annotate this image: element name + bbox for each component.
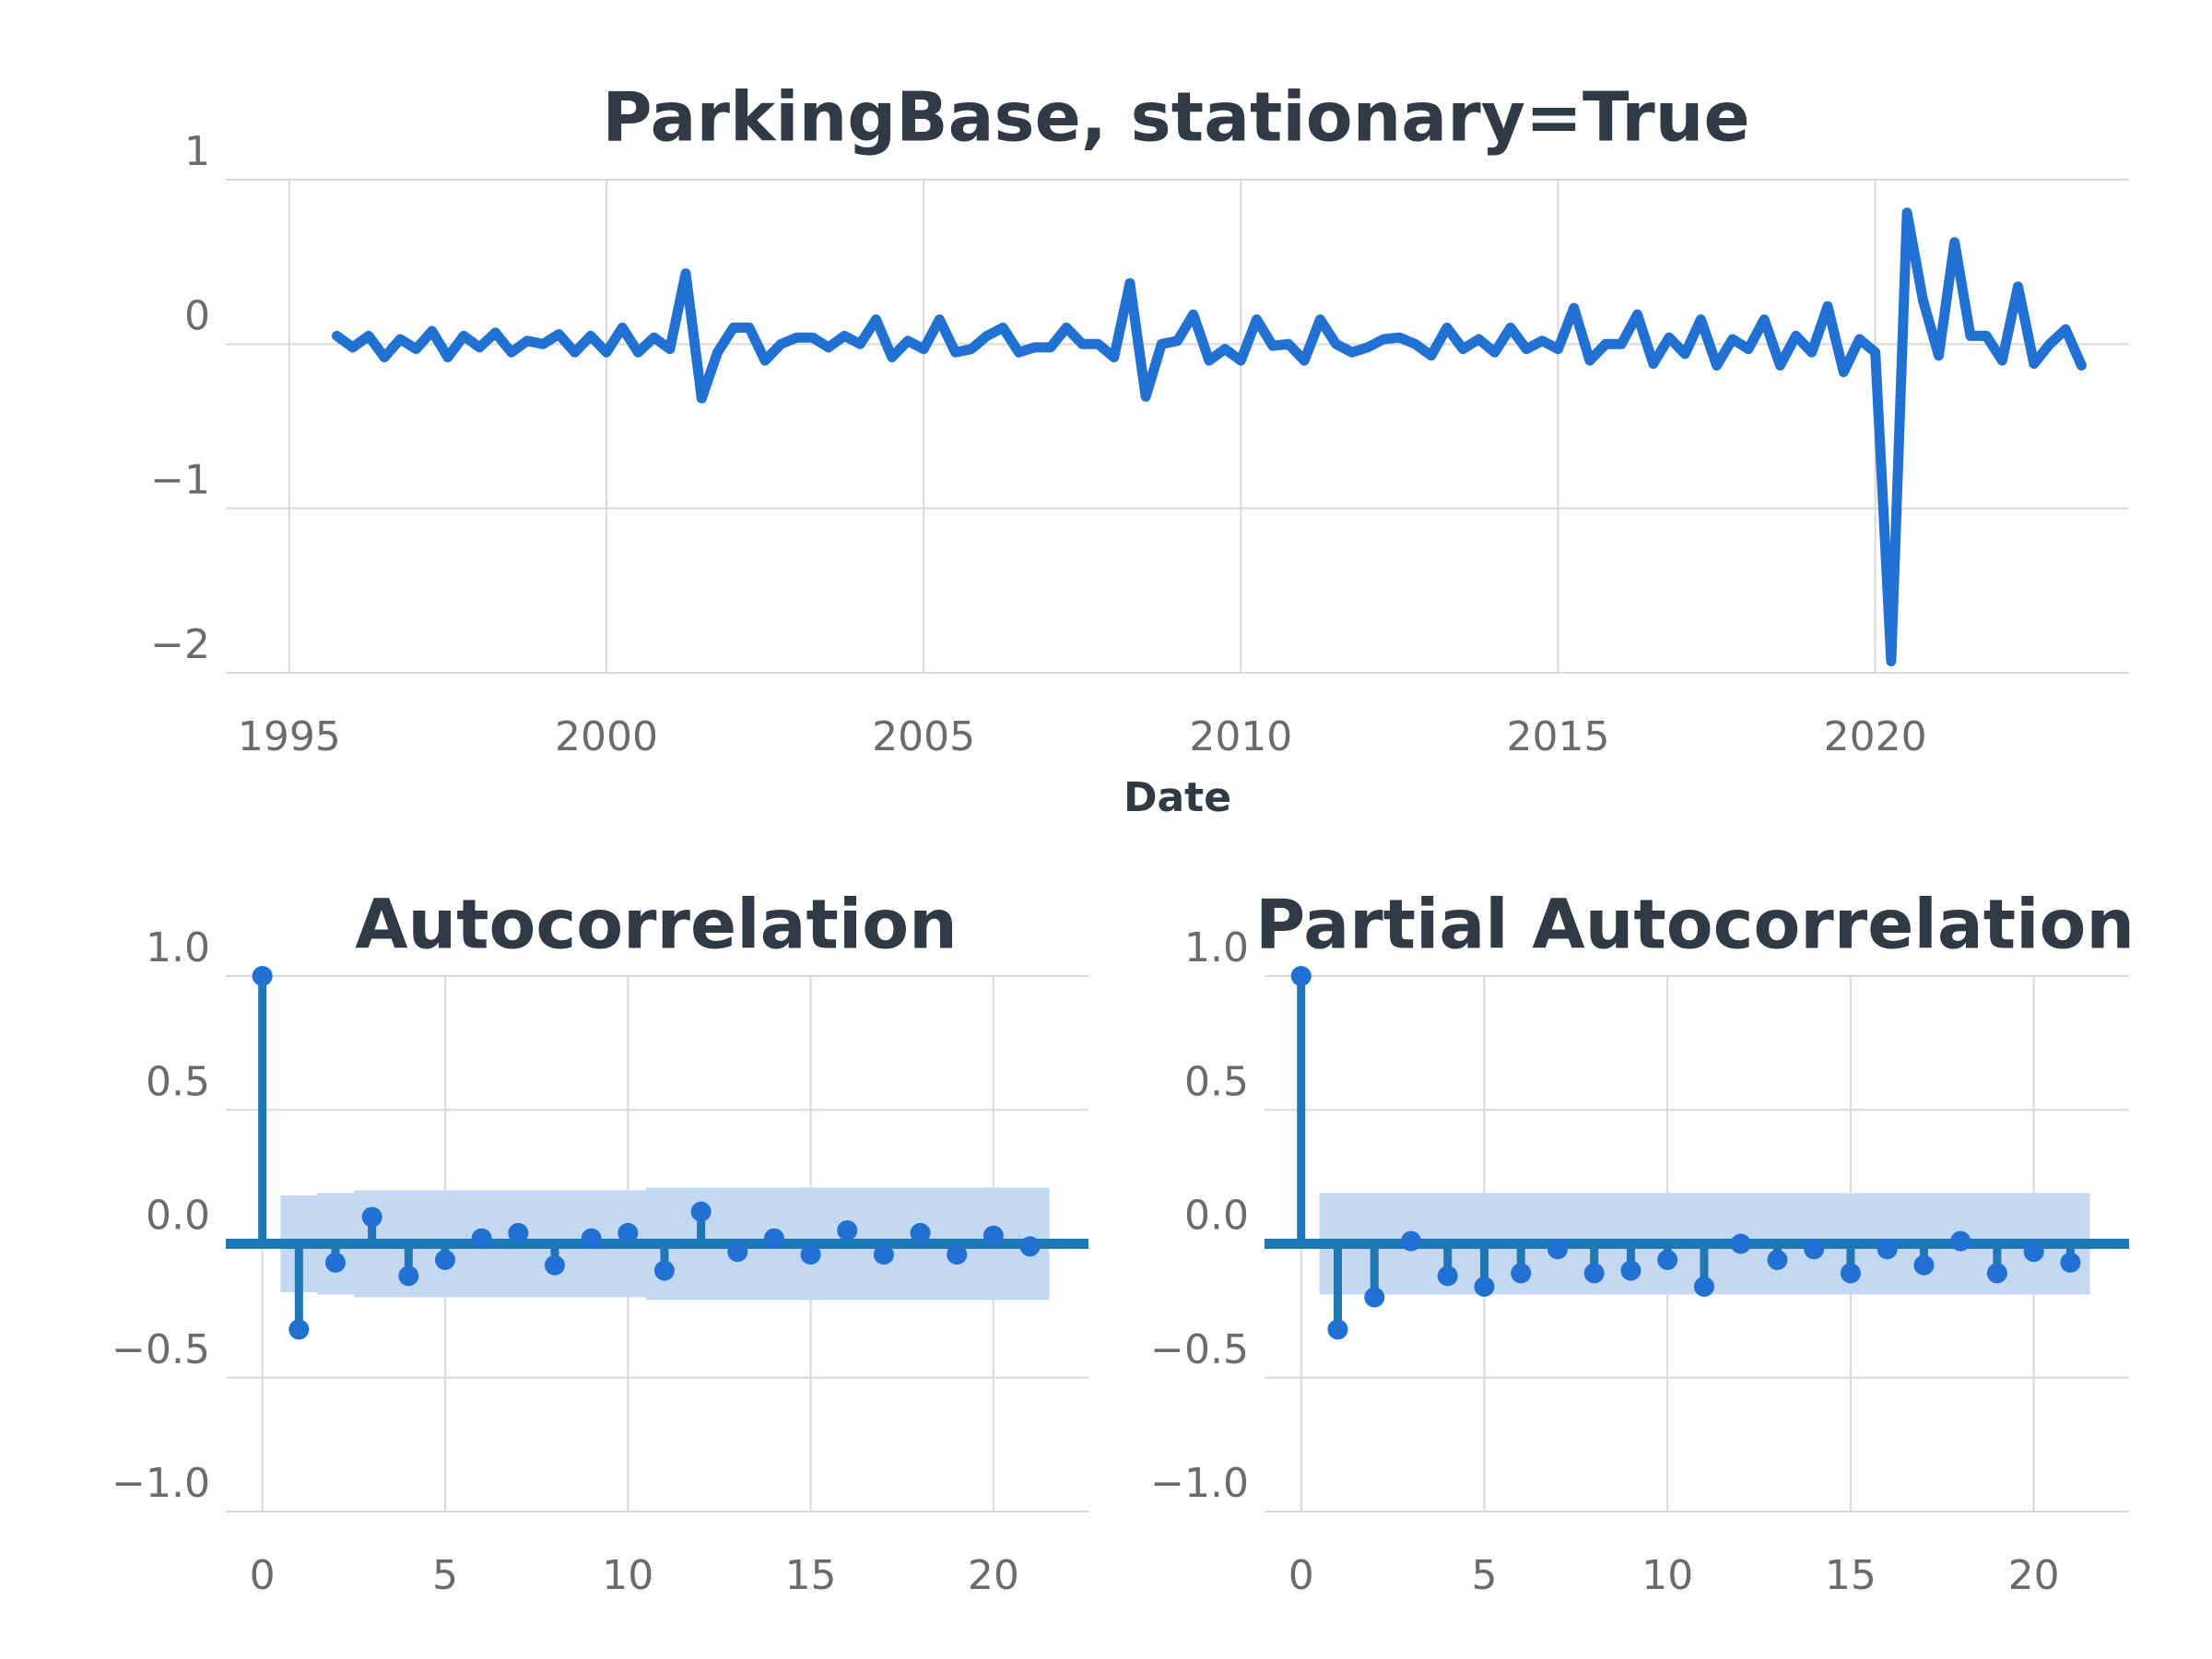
stem-marker — [982, 1225, 1004, 1246]
x-axis-label: Date — [1124, 774, 1231, 821]
stem-marker — [910, 1222, 931, 1243]
y-tick-label: −1.0 — [1150, 1460, 1249, 1507]
stem-marker — [1657, 1249, 1678, 1270]
stem-marker — [581, 1228, 602, 1249]
y-tick-label: −2 — [150, 621, 210, 668]
stem-marker — [471, 1228, 492, 1249]
stem-marker — [763, 1228, 784, 1249]
x-tick-label: 0 — [1288, 1552, 1314, 1599]
stem-marker — [1474, 1276, 1495, 1297]
stem-marker — [1913, 1254, 1935, 1276]
x-tick-label: 5 — [432, 1552, 458, 1599]
stem-marker — [2023, 1241, 2044, 1263]
stem-marker — [1511, 1263, 1532, 1284]
y-tick-label: −1.0 — [112, 1460, 210, 1507]
x-tick-label: 2015 — [1507, 713, 1610, 760]
y-tick-label: 1.0 — [146, 924, 210, 971]
y-tick-label: −1 — [150, 457, 210, 504]
stem-marker — [2060, 1252, 2081, 1273]
x-tick-label: 20 — [968, 1552, 1019, 1599]
stem-marker — [1400, 1230, 1421, 1252]
stem-marker — [508, 1222, 529, 1243]
stem-marker — [1583, 1263, 1605, 1284]
x-tick-label: 1995 — [238, 713, 341, 760]
x-tick-label: 10 — [1641, 1552, 1693, 1599]
stem-marker — [398, 1265, 419, 1287]
x-tick-label: 2005 — [872, 713, 975, 760]
stem-marker — [873, 1244, 894, 1265]
x-tick-label: 20 — [2008, 1552, 2060, 1599]
x-tick-label: 15 — [1825, 1552, 1877, 1599]
chart-title: ParkingBase, stationary=True — [602, 78, 1749, 158]
y-tick-label: 1.0 — [1184, 924, 1249, 971]
chart-title: Autocorrelation — [355, 886, 958, 965]
stem-marker — [727, 1241, 748, 1263]
stem-marker — [947, 1244, 968, 1265]
x-tick-label: 2000 — [555, 713, 658, 760]
y-tick-label: −0.5 — [112, 1326, 210, 1373]
stem-marker — [1950, 1230, 1971, 1252]
stem-marker — [837, 1219, 858, 1241]
stem-marker — [288, 1319, 310, 1340]
x-tick-label: 2020 — [1824, 713, 1927, 760]
stem-marker — [1620, 1260, 1641, 1281]
stem-marker — [1547, 1239, 1568, 1260]
subplot: Autocorrelation 1.0 0.5 0.0 −0.5 −1.0 0 5 10 15 20 — [112, 886, 1088, 1599]
stem-marker — [1767, 1249, 1788, 1270]
series-line — [332, 207, 2087, 666]
x-tick-label: 15 — [785, 1552, 837, 1599]
y-tick-label: 0.0 — [1184, 1193, 1249, 1240]
chart-title: Partial Autocorrelation — [1255, 886, 2135, 965]
stem-marker — [252, 966, 273, 986]
y-tick-label: 0.5 — [146, 1058, 210, 1105]
stem-marker — [800, 1244, 821, 1265]
stem-marker — [1877, 1239, 1898, 1260]
stem-marker — [361, 1206, 382, 1228]
stem-marker — [1019, 1236, 1041, 1257]
stem-marker — [1986, 1263, 2007, 1284]
stem-marker — [434, 1249, 455, 1270]
y-tick-label: 1 — [184, 128, 210, 175]
stem-marker — [653, 1260, 675, 1281]
y-tick-label: 0.5 — [1184, 1058, 1249, 1105]
subplot: ParkingBase, stationary=True Date 1 0 −1 −2 19… — [150, 78, 2129, 821]
x-tick-label: 0 — [250, 1552, 276, 1599]
stem-marker — [1364, 1287, 1385, 1308]
stem-marker — [1437, 1265, 1458, 1287]
stem-marker — [690, 1201, 712, 1222]
stem-marker — [618, 1222, 639, 1243]
x-tick-label: 5 — [1471, 1552, 1497, 1599]
x-tick-label: 10 — [602, 1552, 653, 1599]
y-tick-label: 0 — [184, 292, 210, 339]
stem-marker — [1730, 1233, 1751, 1254]
y-tick-label: 0.0 — [146, 1193, 210, 1240]
stem-marker — [1290, 966, 1312, 986]
stem-marker — [1693, 1276, 1714, 1297]
y-tick-label: −0.5 — [1150, 1326, 1249, 1373]
x-tick-label: 2010 — [1189, 713, 1292, 760]
stem-marker — [1327, 1319, 1348, 1340]
stem-marker — [544, 1254, 565, 1276]
stem-marker — [1804, 1239, 1825, 1260]
stem-marker — [1840, 1263, 1861, 1284]
stem-marker — [324, 1252, 346, 1273]
